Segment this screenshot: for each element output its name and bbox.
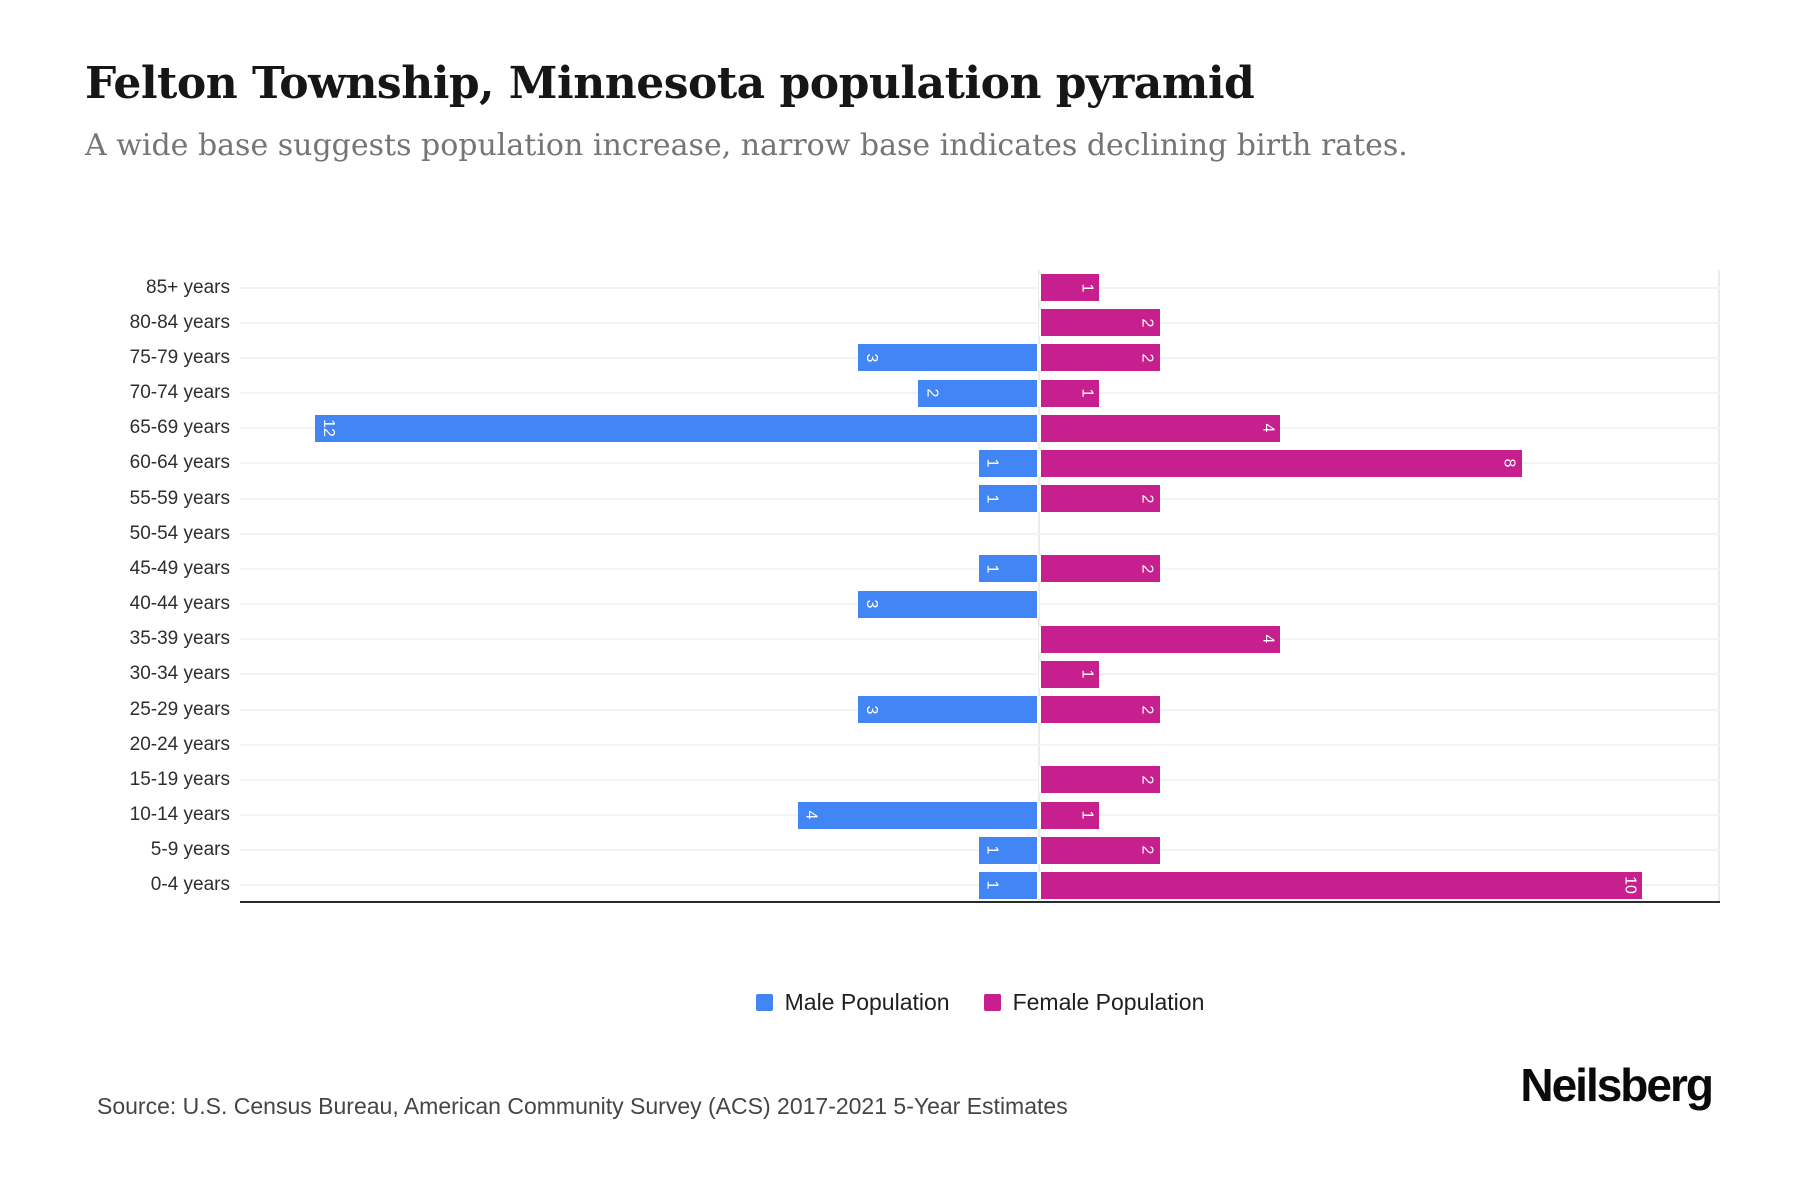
female-bar[interactable]: 2 (1039, 696, 1160, 724)
age-tick-label: 45-49 years (129, 557, 230, 579)
age-tick-label: 30-34 years (129, 663, 230, 685)
bar-value-label: 2 (1138, 775, 1156, 785)
chart-title: Felton Township, Minnesota population py… (85, 58, 1255, 109)
bar-value-label: 1 (983, 880, 1001, 890)
age-tick-label: 10-14 years (129, 804, 230, 826)
bar-value-label: 12 (320, 419, 338, 438)
male-bar[interactable]: 1 (978, 485, 1039, 513)
female-bar[interactable]: 2 (1039, 344, 1160, 372)
bar-value-label: 2 (923, 388, 941, 398)
male-bar[interactable]: 2 (918, 379, 1039, 407)
bar-value-label: 3 (863, 599, 880, 609)
age-tick-label: 50-54 years (129, 522, 230, 544)
female-bar[interactable]: 2 (1039, 309, 1160, 337)
female-bar[interactable]: 8 (1039, 449, 1522, 477)
male-bar[interactable]: 1 (978, 555, 1039, 583)
female-bar[interactable]: 4 (1039, 414, 1281, 442)
female-bar[interactable]: 1 (1039, 660, 1100, 688)
female-bar[interactable]: 2 (1039, 485, 1160, 513)
male-legend-swatch-icon (755, 993, 773, 1011)
male-bar[interactable]: 12 (315, 414, 1039, 442)
bar-value-label: 2 (1138, 353, 1156, 363)
bar-value-label: 1 (1078, 388, 1096, 398)
bar-value-label: 3 (863, 705, 880, 715)
bar-value-label: 2 (1138, 564, 1156, 574)
female-bar[interactable]: 2 (1039, 766, 1160, 794)
age-tick-label: 75-79 years (129, 346, 230, 368)
bar-value-label: 1 (1078, 810, 1096, 820)
male-bar[interactable]: 1 (978, 449, 1039, 477)
female-legend-swatch-icon (983, 993, 1001, 1011)
plot-area: 1 2 3 2 2 1 12 4 1 8 1 2 1 2 3 4 1 3 2 2 4 1 1 2 1 10 (240, 270, 1720, 903)
x-axis-line (240, 901, 1720, 903)
age-tick-label: 65-69 years (129, 417, 230, 439)
bar-value-label: 2 (1138, 494, 1156, 504)
category-gridline (240, 286, 1720, 289)
legend: Male Population Female Population (240, 985, 1720, 1019)
female-bar[interactable]: 1 (1039, 379, 1100, 407)
age-tick-label: 35-39 years (129, 628, 230, 650)
bar-value-label: 2 (1138, 705, 1156, 715)
male-bar[interactable]: 3 (858, 344, 1039, 372)
male-bar[interactable]: 1 (978, 871, 1039, 899)
bar-value-label: 10 (1621, 876, 1639, 895)
age-axis: 85+ years 80-84 years 75-79 years 70-74 yea… (0, 270, 230, 903)
age-tick-label: 70-74 years (129, 382, 230, 404)
male-bar[interactable]: 3 (858, 696, 1039, 724)
female-bar[interactable]: 1 (1039, 801, 1100, 829)
bar-value-label: 4 (802, 810, 820, 820)
bar-value-label: 1 (1078, 669, 1096, 679)
age-tick-label: 80-84 years (129, 311, 230, 333)
age-tick-label: 15-19 years (129, 768, 230, 790)
age-tick-label: 20-24 years (129, 733, 230, 755)
bar-value-label: 1 (983, 494, 1001, 504)
source-text: Source: U.S. Census Bureau, American Com… (97, 1093, 1068, 1119)
female-bar[interactable]: 2 (1039, 836, 1160, 864)
category-gridline (240, 743, 1720, 746)
bar-value-label: 1 (983, 458, 1001, 468)
bar-value-label: 1 (1078, 283, 1096, 293)
female-bar[interactable]: 10 (1039, 871, 1643, 899)
legend-label-male: Male Population (784, 988, 950, 1015)
bar-value-label: 1 (983, 564, 1001, 574)
category-gridline (240, 778, 1720, 781)
legend-item-male: Male Population (755, 988, 950, 1016)
female-bar[interactable]: 1 (1039, 274, 1100, 302)
neilsberg-logo: Neilsberg (1520, 1059, 1714, 1111)
age-tick-label: 55-59 years (129, 487, 230, 509)
category-gridline (240, 638, 1720, 641)
category-gridline (240, 673, 1720, 676)
male-bar[interactable]: 3 (858, 590, 1039, 618)
male-bar[interactable]: 4 (797, 801, 1039, 829)
bar-value-label: 2 (1138, 845, 1156, 855)
plot-right-border (1718, 270, 1720, 901)
legend-label-female: Female Population (1012, 988, 1205, 1015)
bar-value-label: 3 (863, 353, 880, 363)
age-tick-label: 85+ years (146, 276, 230, 298)
bar-value-label: 4 (1259, 634, 1277, 644)
female-bar[interactable]: 4 (1039, 625, 1281, 653)
female-bar[interactable]: 2 (1039, 555, 1160, 583)
chart-subtitle: A wide base suggests population increase… (85, 128, 1408, 163)
bar-value-label: 4 (1259, 423, 1277, 433)
category-gridline (240, 321, 1720, 324)
male-bar[interactable]: 1 (978, 836, 1039, 864)
age-tick-label: 25-29 years (129, 698, 230, 720)
bar-value-label: 2 (1138, 318, 1156, 328)
age-tick-label: 60-64 years (129, 452, 230, 474)
bar-value-label: 8 (1500, 458, 1518, 468)
age-tick-label: 5-9 years (150, 839, 230, 861)
value-axis-zero-line (1038, 270, 1040, 901)
category-gridline (240, 532, 1720, 535)
age-tick-label: 0-4 years (150, 874, 230, 896)
legend-item-female: Female Population (983, 988, 1205, 1016)
age-tick-label: 40-44 years (129, 593, 230, 615)
bar-value-label: 1 (983, 845, 1001, 855)
